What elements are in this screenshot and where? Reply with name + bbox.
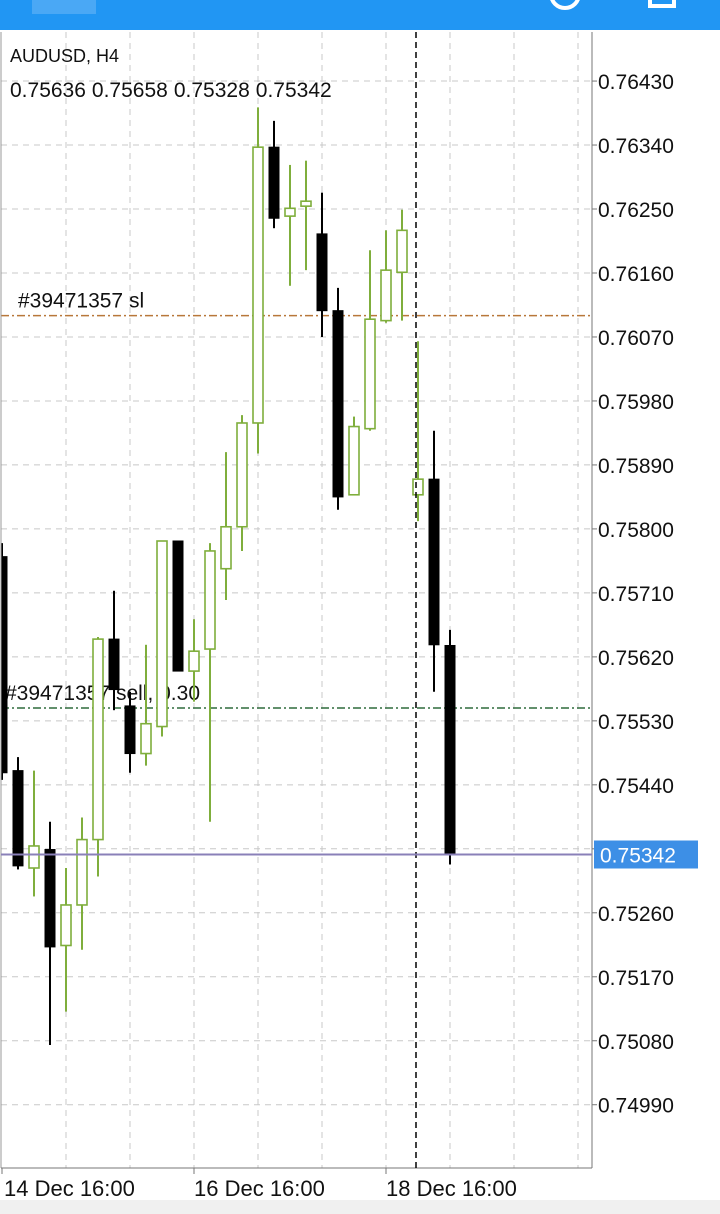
y-tick-label: 0.75980 — [598, 391, 674, 414]
candle-body — [284, 207, 296, 217]
candle-body — [412, 478, 424, 496]
candle-body — [1, 556, 8, 774]
order-label: #39471357 sl — [18, 290, 144, 313]
candle-body — [332, 310, 344, 498]
candle-body — [140, 722, 152, 755]
chart-title: AUDUSD, H4 — [10, 46, 119, 66]
candle-body — [236, 422, 248, 528]
candle-body — [60, 904, 72, 947]
plot-area: #39471357 sl#39471357 sell, 0.30 — [1, 32, 592, 1168]
candle-body — [28, 845, 40, 869]
app-bar-icon[interactable] — [648, 0, 676, 8]
candle-body — [92, 638, 104, 841]
ohlc-value: 0.75342 — [256, 79, 332, 102]
app-bar-icon[interactable] — [550, 0, 580, 10]
y-tick-label: 0.75800 — [598, 519, 674, 542]
candle-body — [172, 540, 184, 672]
candle-body — [44, 849, 56, 948]
y-tick-label: 0.75890 — [598, 455, 674, 478]
candle-body — [380, 269, 392, 322]
candle-body — [396, 229, 408, 274]
candle-body — [220, 525, 232, 570]
bottom-strip — [0, 1200, 720, 1214]
y-tick-label: 0.75530 — [598, 711, 674, 734]
candle-body — [204, 550, 216, 650]
candle-body — [364, 318, 376, 430]
ohlc-value: 0.75636 — [10, 79, 86, 102]
candle-body — [188, 650, 200, 672]
ohlc-header: 0.75636 0.75658 0.75328 0.75342 — [10, 79, 332, 102]
candle-body — [12, 770, 24, 867]
y-tick-label: 0.75170 — [598, 967, 674, 990]
app-bar-icon[interactable] — [32, 0, 96, 14]
price-label-box — [594, 840, 698, 869]
y-tick-label: 0.76070 — [598, 327, 674, 350]
x-tick-label: 14 Dec 16:00 — [4, 1176, 135, 1201]
x-tick-label: 16 Dec 16:00 — [194, 1176, 325, 1201]
candle-body — [300, 200, 312, 207]
y-tick-label: 0.75710 — [598, 583, 674, 606]
candle-body — [428, 478, 440, 646]
candle-body — [348, 425, 360, 496]
candle-body — [108, 638, 120, 691]
candle-body — [268, 146, 280, 219]
x-tick-label: 18 Dec 16:00 — [386, 1176, 517, 1201]
app-bar — [0, 0, 720, 30]
y-tick-label: 0.75620 — [598, 647, 674, 670]
candle-body — [444, 644, 456, 855]
y-tick-label: 0.75260 — [598, 903, 674, 926]
candle-body — [76, 838, 88, 906]
ohlc-value: 0.75658 — [92, 79, 168, 102]
y-tick-label: 0.76160 — [598, 263, 674, 286]
candle-body — [124, 705, 136, 755]
y-tick-label: 0.75440 — [598, 775, 674, 798]
y-tick-label: 0.76340 — [598, 135, 674, 158]
ohlc-value: 0.75328 — [174, 79, 250, 102]
candle-body — [156, 540, 168, 728]
candle-body — [252, 146, 264, 424]
candle-body — [316, 233, 328, 312]
y-tick-label: 0.76250 — [598, 199, 674, 222]
y-tick-label: 0.76430 — [598, 71, 674, 94]
price-label: 0.75342 — [600, 844, 676, 867]
y-tick-label: 0.75080 — [598, 1031, 674, 1054]
y-tick-label: 0.74990 — [598, 1095, 674, 1118]
